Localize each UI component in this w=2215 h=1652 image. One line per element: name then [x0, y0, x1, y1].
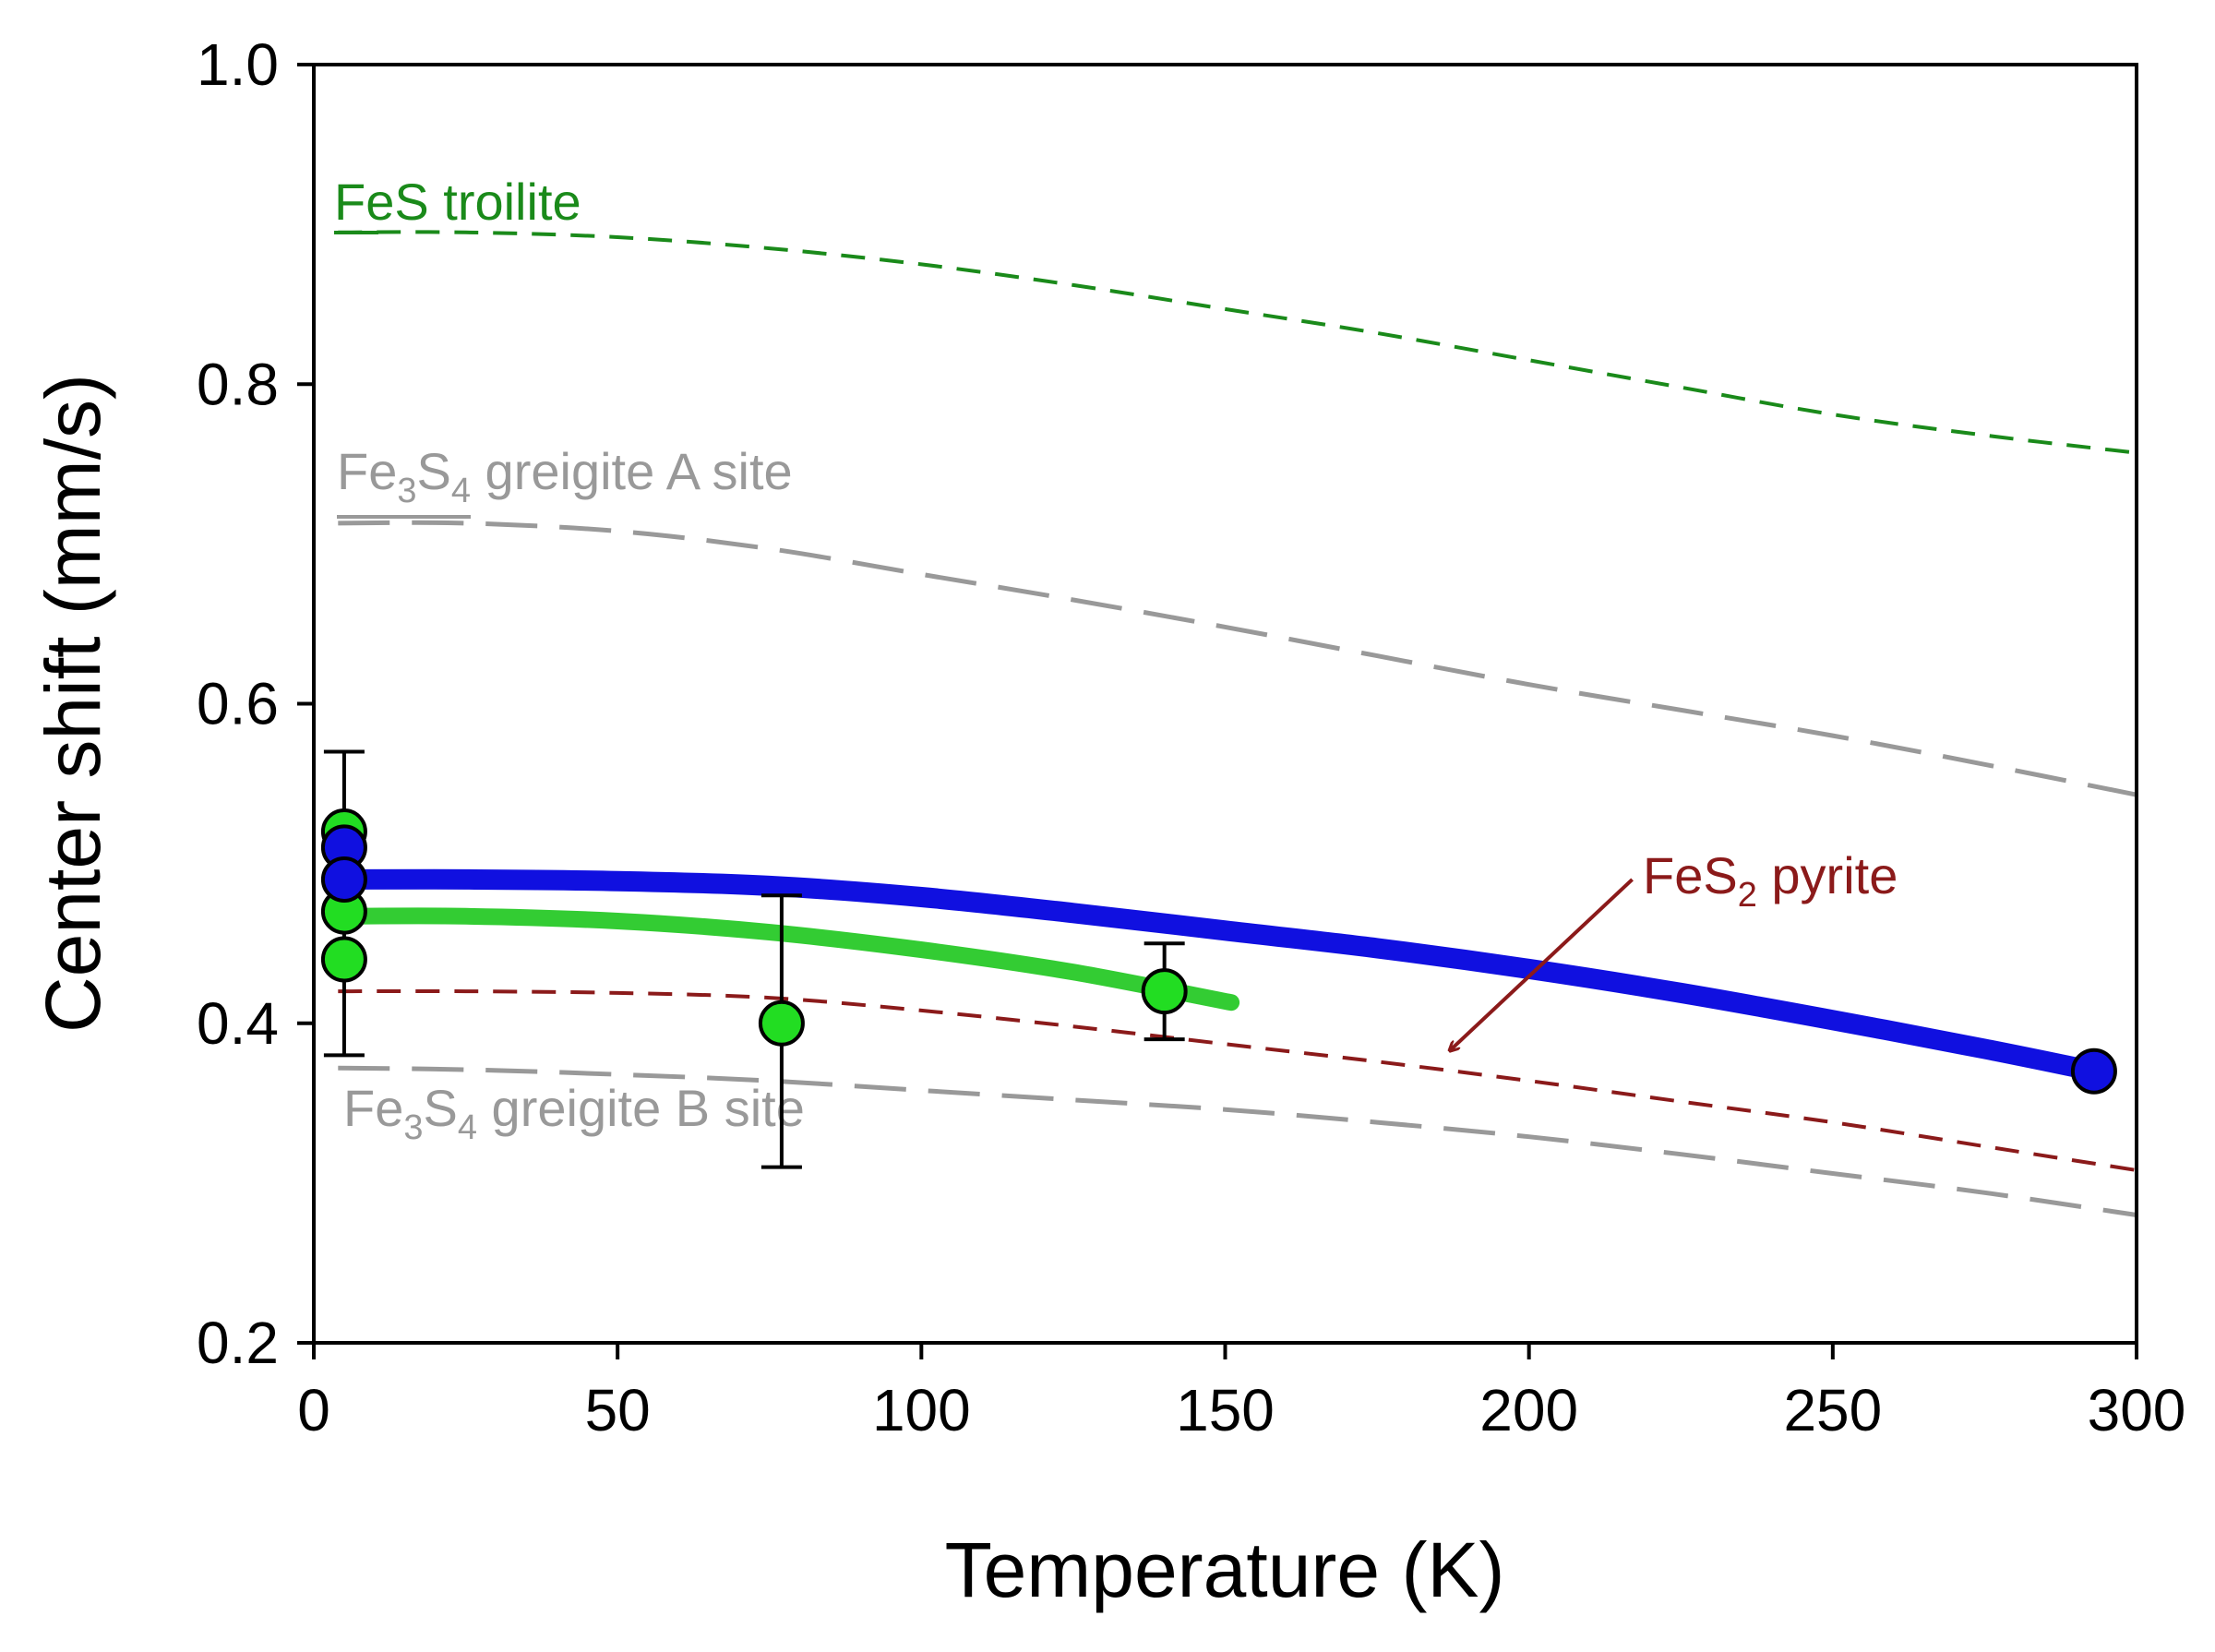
- y-tick-label: 0.4: [197, 990, 279, 1057]
- fit-curves: [333, 868, 2104, 1082]
- arrow-line: [1450, 878, 1634, 1050]
- y-axis-ticks: 0.2 0.4 0.6 0.8 1.0: [197, 31, 314, 1376]
- green-point: [320, 936, 367, 983]
- x-tick-label: 0: [297, 1377, 330, 1443]
- greigite-a-curve: [338, 520, 2137, 797]
- pyrite-annotation-arrow: [1450, 878, 1634, 1050]
- reference-curve-labels: FeS troilite Fe3S4 greigite A site FeS2 py…: [334, 173, 1898, 1147]
- x-tick-label: 250: [1783, 1377, 1882, 1443]
- y-tick-label: 1.0: [197, 31, 279, 98]
- greigite-b-curve: [338, 1065, 2137, 1217]
- x-tick-label: 300: [2088, 1377, 2186, 1443]
- y-tick-label: 0.8: [197, 351, 279, 417]
- plot-area-frame: [312, 63, 2138, 1345]
- fit-green-curve: [335, 907, 1240, 1012]
- reference-curves: [338, 230, 2137, 1217]
- greigite-a-label: Fe3S4 greigite A site: [337, 442, 793, 510]
- y-tick-label: 0.6: [197, 671, 279, 737]
- y-tick-label: 0.2: [197, 1310, 279, 1376]
- greigite-b-label: Fe3S4 greigite B site: [343, 1079, 805, 1147]
- x-axis-label: Temperature (K): [945, 1526, 1505, 1613]
- blue-point: [320, 856, 367, 903]
- fit-blue-curve: [333, 868, 2104, 1082]
- troilite-label: FeS troilite: [334, 173, 581, 231]
- x-tick-label: 150: [1176, 1377, 1275, 1443]
- y-axis-label: Center shift (mm/s): [30, 374, 116, 1033]
- x-tick-label: 100: [872, 1377, 971, 1443]
- green-point: [758, 1000, 805, 1047]
- blue-point: [2070, 1047, 2117, 1095]
- pyrite-label: FeS2 pyrite: [1643, 846, 1898, 915]
- x-tick-label: 50: [585, 1377, 651, 1443]
- x-tick-label: 200: [1479, 1377, 1578, 1443]
- troilite-curve: [338, 230, 2137, 455]
- pyrite-curve: [338, 988, 2137, 1172]
- green-point: [1141, 968, 1188, 1015]
- x-axis-ticks: 0 50 100 150 200 250 300: [297, 1343, 2185, 1443]
- data-points: [320, 808, 2117, 1095]
